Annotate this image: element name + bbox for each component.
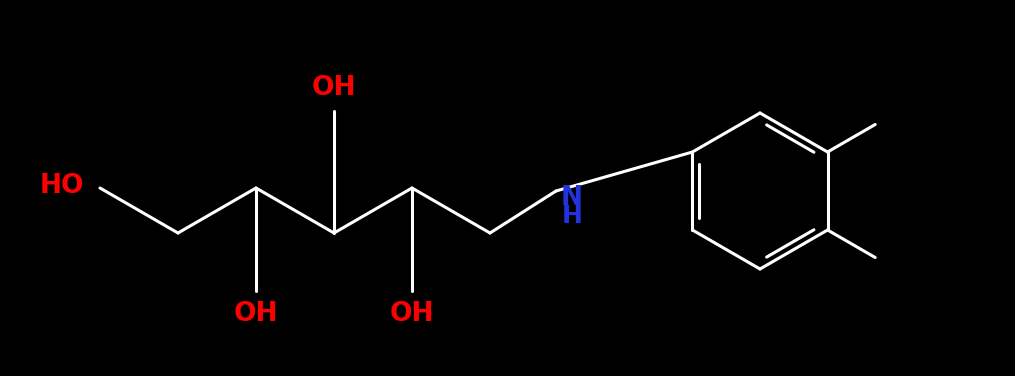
Text: H: H (561, 204, 583, 228)
Text: OH: OH (312, 75, 356, 101)
Text: HO: HO (40, 173, 84, 199)
Text: OH: OH (390, 301, 434, 327)
Text: OH: OH (233, 301, 278, 327)
Text: N: N (561, 185, 583, 211)
